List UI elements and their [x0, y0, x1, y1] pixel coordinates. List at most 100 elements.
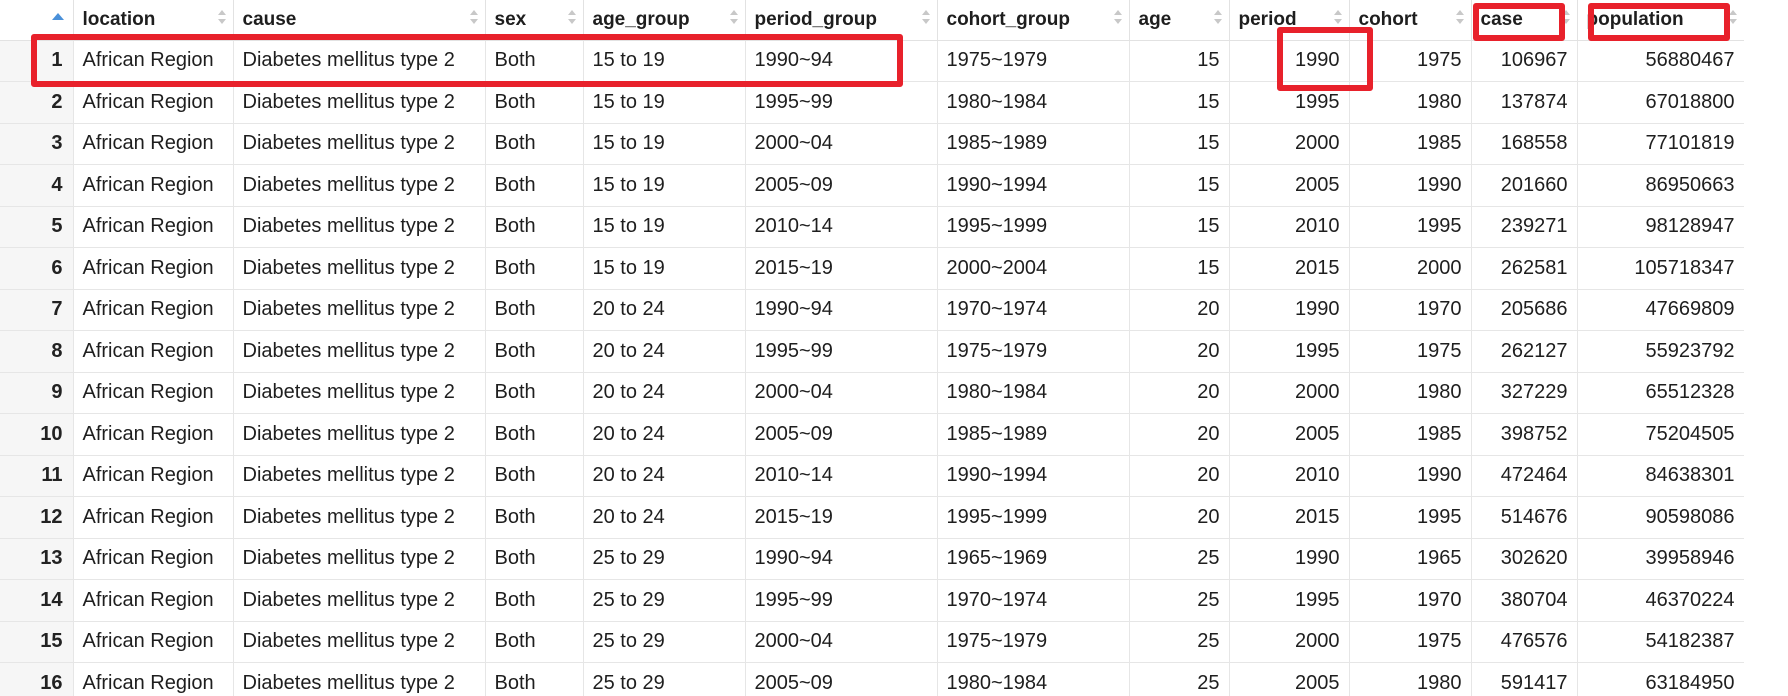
sort-ascending-icon[interactable] [52, 13, 64, 20]
column-header-location[interactable]: location [73, 0, 234, 41]
column-header-period-group[interactable]: period_group [745, 0, 938, 41]
cell-cause: Diabetes mellitus type 2 [233, 164, 486, 207]
cell-age-group: 25 to 29 [583, 621, 746, 663]
cell-period: 2010 [1229, 206, 1350, 248]
cell-case: 398752 [1471, 413, 1578, 456]
table-row[interactable]: 16 African Region Diabetes mellitus type 2… [0, 662, 1745, 696]
table-header: location cause sex age_group period_group coh… [0, 0, 1745, 41]
table-row[interactable]: 10 African Region Diabetes mellitus type 2… [0, 413, 1745, 456]
column-header-label: location [82, 8, 156, 30]
cell-cohort-group: 1975~1979 [937, 621, 1130, 663]
sort-toggle-icon[interactable] [1728, 10, 1737, 26]
cell-population: 98128947 [1577, 206, 1745, 248]
cell-case: 380704 [1471, 579, 1578, 622]
cell-cause: Diabetes mellitus type 2 [233, 455, 486, 497]
column-header-age[interactable]: age [1129, 0, 1230, 41]
cell-sex: Both [485, 496, 584, 539]
row-number: 13 [0, 538, 74, 580]
cell-period-group: 2005~09 [745, 164, 938, 207]
column-header-population[interactable]: population [1577, 0, 1745, 41]
cell-cause: Diabetes mellitus type 2 [233, 289, 486, 331]
sort-toggle-icon[interactable] [567, 10, 576, 26]
sort-toggle-icon[interactable] [921, 10, 930, 26]
cell-period-group: 2015~19 [745, 496, 938, 539]
cell-case: 476576 [1471, 621, 1578, 663]
column-header-cohort-group[interactable]: cohort_group [937, 0, 1130, 41]
cell-sex: Both [485, 206, 584, 248]
cell-population: 56880467 [1577, 40, 1745, 82]
column-header-cause[interactable]: cause [233, 0, 486, 41]
sort-toggle-icon[interactable] [1113, 10, 1122, 26]
column-header-label: case [1480, 8, 1523, 30]
cell-age-group: 15 to 19 [583, 123, 746, 165]
cell-cohort: 1980 [1349, 662, 1472, 696]
cell-cohort-group: 2000~2004 [937, 247, 1130, 290]
sort-toggle-icon[interactable] [1213, 10, 1222, 26]
table-row[interactable]: 13 African Region Diabetes mellitus type 2… [0, 538, 1745, 580]
table-row[interactable]: 12 African Region Diabetes mellitus type 2… [0, 496, 1745, 539]
rownum-column-header[interactable] [0, 0, 74, 41]
column-header-cohort[interactable]: cohort [1349, 0, 1472, 41]
sort-toggle-icon[interactable] [729, 10, 738, 26]
column-header-age-group[interactable]: age_group [583, 0, 746, 41]
cell-sex: Both [485, 289, 584, 331]
table-row[interactable]: 15 African Region Diabetes mellitus type 2… [0, 621, 1745, 663]
cell-sex: Both [485, 372, 584, 414]
column-header-label: cohort [1358, 8, 1418, 30]
data-table: location cause sex age_group period_group coh… [0, 0, 1745, 696]
cell-location: African Region [73, 289, 234, 331]
row-number: 5 [0, 206, 74, 248]
cell-cohort: 1995 [1349, 496, 1472, 539]
row-number: 8 [0, 330, 74, 373]
cell-age: 20 [1129, 372, 1230, 414]
cell-location: African Region [73, 81, 234, 124]
cell-period-group: 2005~09 [745, 662, 938, 696]
cell-location: African Region [73, 621, 234, 663]
cell-cohort-group: 1980~1984 [937, 372, 1130, 414]
cell-cause: Diabetes mellitus type 2 [233, 662, 486, 696]
cell-location: African Region [73, 372, 234, 414]
cell-cause: Diabetes mellitus type 2 [233, 496, 486, 539]
row-number: 12 [0, 496, 74, 539]
sort-toggle-icon[interactable] [1455, 10, 1464, 26]
row-number: 9 [0, 372, 74, 414]
table-row[interactable]: 14 African Region Diabetes mellitus type 2… [0, 579, 1745, 622]
cell-location: African Region [73, 206, 234, 248]
cell-cohort: 1980 [1349, 372, 1472, 414]
cell-sex: Both [485, 579, 584, 622]
row-number: 7 [0, 289, 74, 331]
cell-period: 2010 [1229, 455, 1350, 497]
sort-toggle-icon[interactable] [1333, 10, 1342, 26]
cell-cohort: 1980 [1349, 81, 1472, 124]
table-row[interactable]: 11 African Region Diabetes mellitus type 2… [0, 455, 1745, 497]
cell-case: 137874 [1471, 81, 1578, 124]
cell-cohort: 1985 [1349, 413, 1472, 456]
column-header-sex[interactable]: sex [485, 0, 584, 41]
cell-age-group: 25 to 29 [583, 662, 746, 696]
cell-cause: Diabetes mellitus type 2 [233, 81, 486, 124]
cell-population: 67018800 [1577, 81, 1745, 124]
cell-age: 15 [1129, 40, 1230, 82]
cell-location: African Region [73, 164, 234, 207]
cell-case: 262127 [1471, 330, 1578, 373]
cell-period-group: 1995~99 [745, 81, 938, 124]
cell-location: African Region [73, 40, 234, 82]
sort-toggle-icon[interactable] [469, 10, 478, 26]
cell-period: 1995 [1229, 81, 1350, 124]
sort-toggle-icon[interactable] [217, 10, 226, 26]
column-header-period[interactable]: period [1229, 0, 1350, 41]
sort-toggle-icon[interactable] [1561, 10, 1570, 26]
cell-population: 75204505 [1577, 413, 1745, 456]
cell-case: 168558 [1471, 123, 1578, 165]
column-header-case[interactable]: case [1471, 0, 1578, 41]
